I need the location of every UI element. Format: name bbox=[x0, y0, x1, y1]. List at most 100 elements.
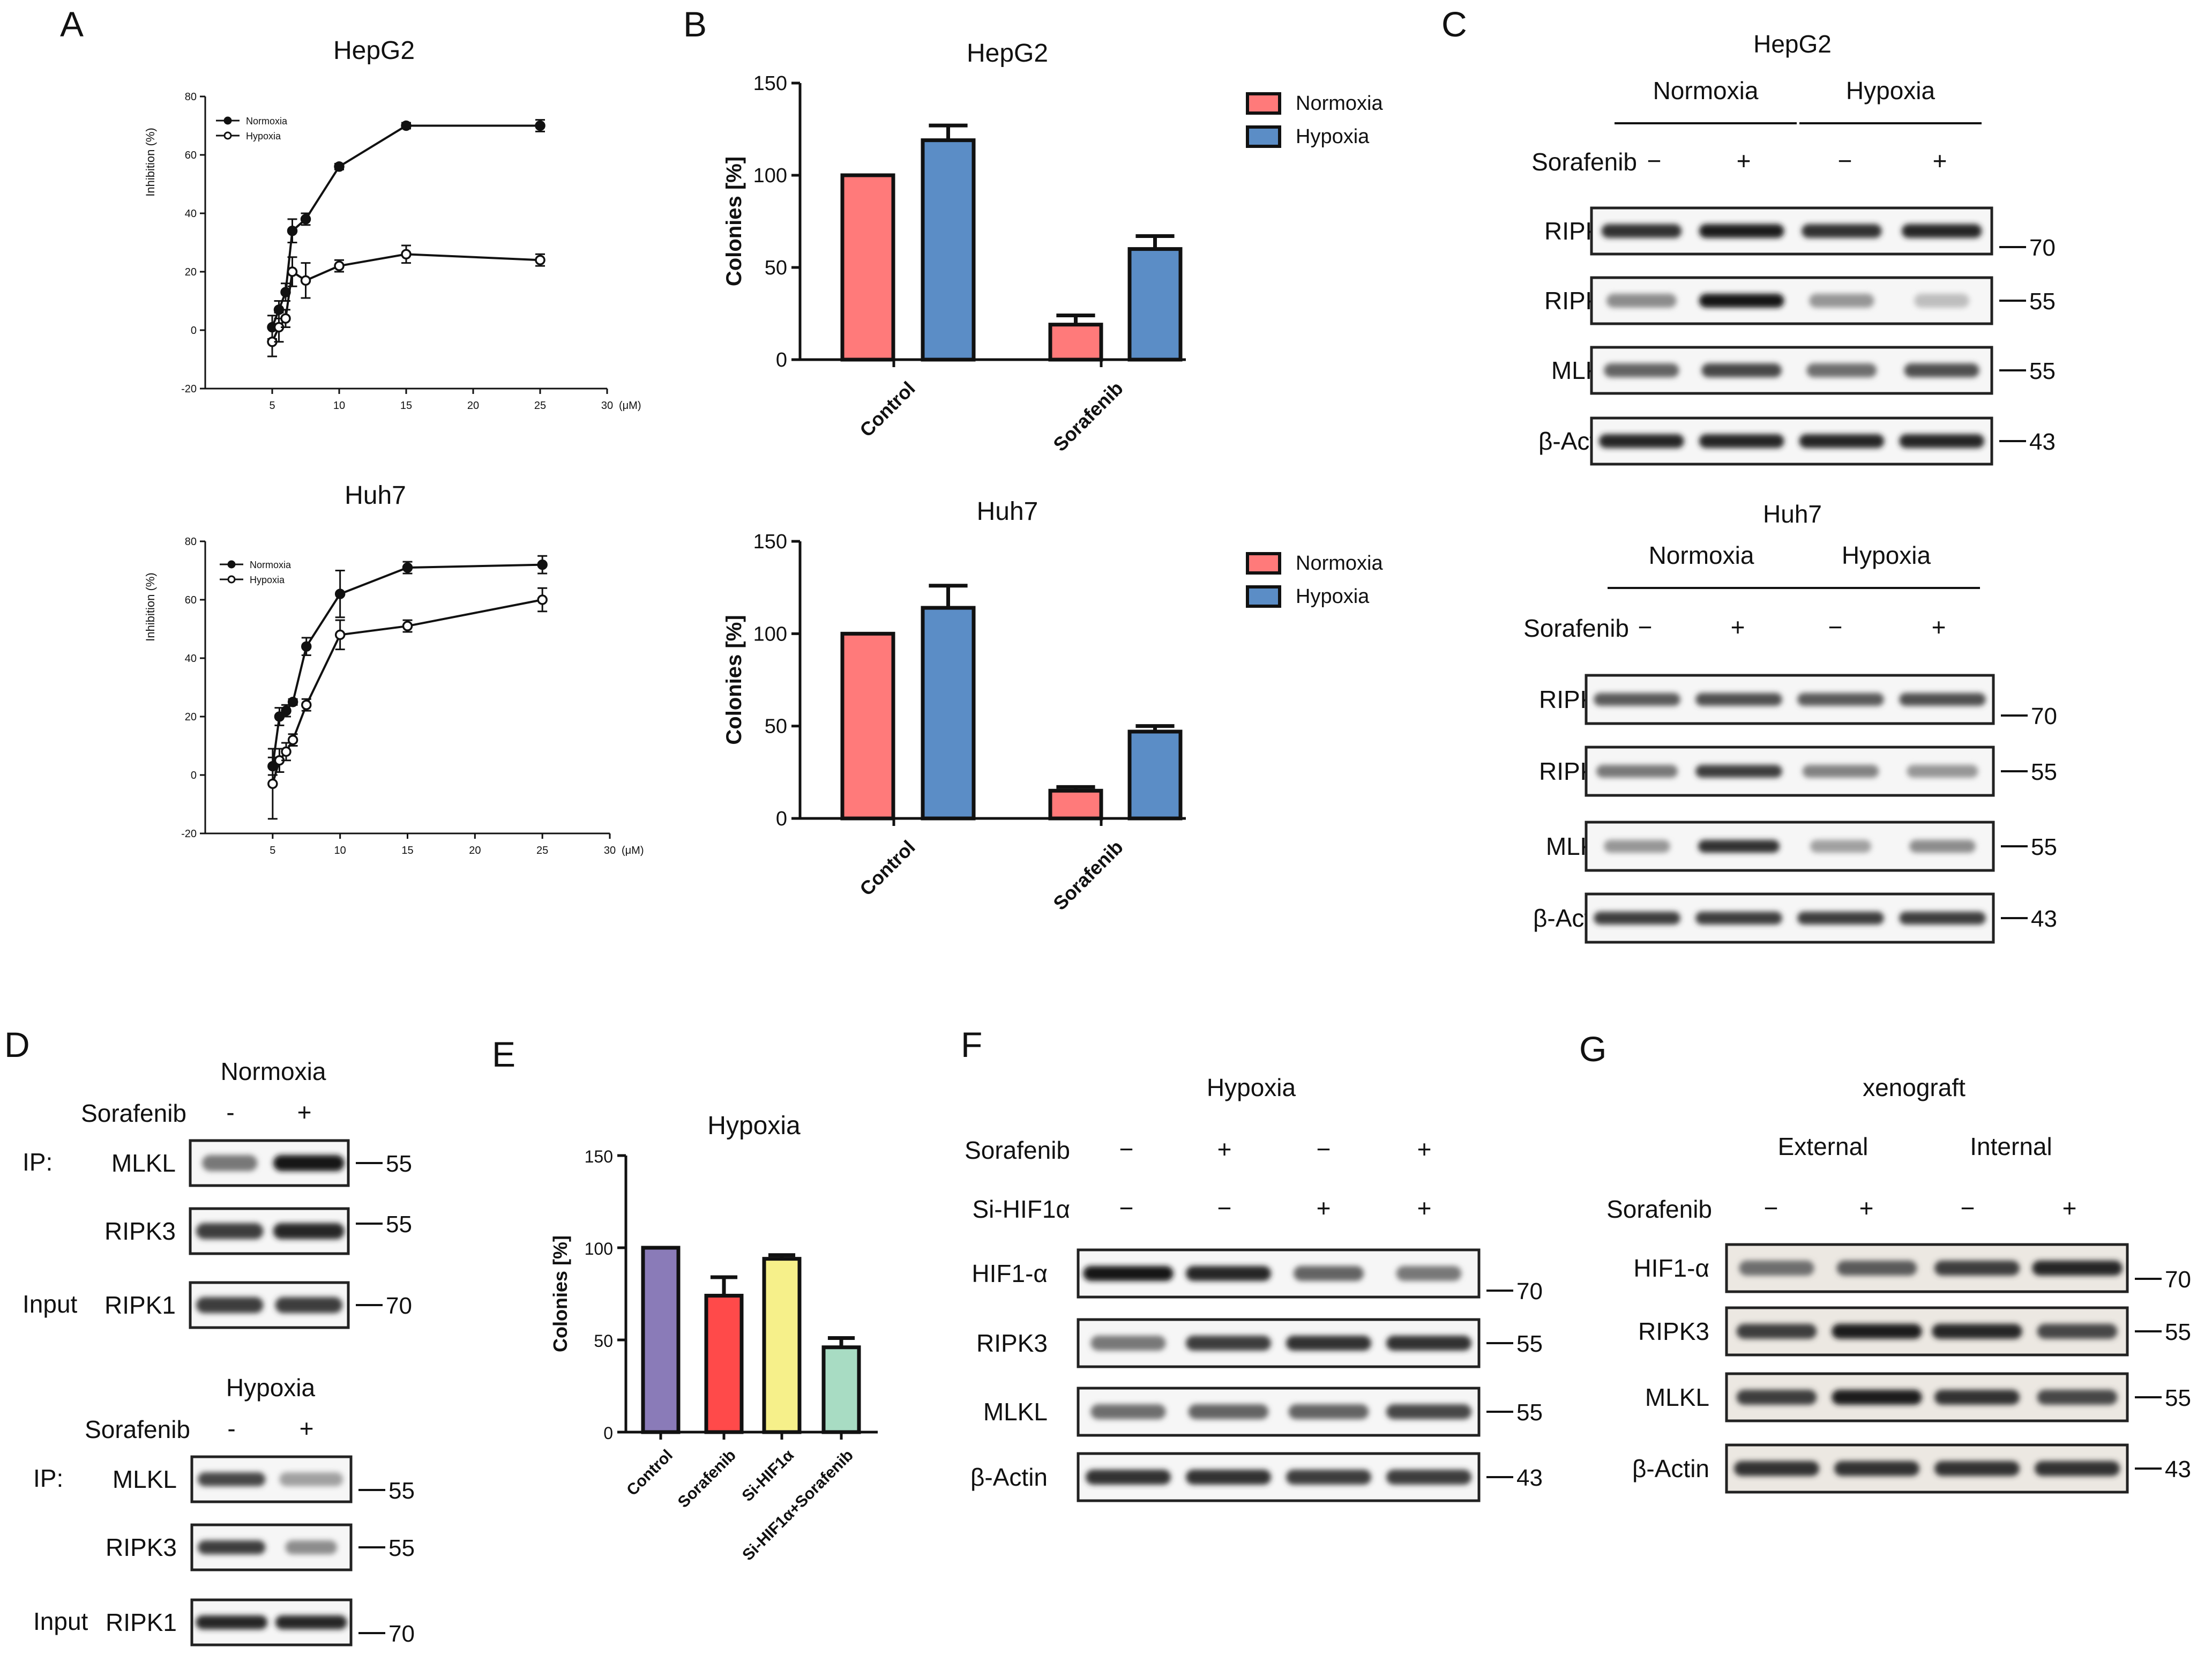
protein-label: MLKL bbox=[983, 1398, 1048, 1426]
legend-swatch-hypoxia bbox=[1246, 125, 1281, 148]
y-axis-label: Inhibition (%) bbox=[144, 128, 157, 196]
panel-label-e: E bbox=[492, 1034, 515, 1074]
band bbox=[1286, 1470, 1371, 1485]
treatment-sign: + bbox=[1417, 1135, 1432, 1163]
treatment-label: Sorafenib bbox=[1523, 614, 1629, 642]
panel-label-d: D bbox=[4, 1025, 30, 1064]
panel-label-a: A bbox=[60, 4, 84, 44]
treatment-label: Sorafenib bbox=[81, 1099, 186, 1127]
y-tick-label: 80 bbox=[185, 91, 197, 103]
band bbox=[1090, 1336, 1166, 1351]
y-tick-label: 60 bbox=[185, 594, 197, 606]
x-category-label: Sorafenib bbox=[1049, 377, 1127, 456]
y-tick-label: 0 bbox=[776, 349, 787, 371]
y-axis-label: Inhibition (%) bbox=[144, 572, 157, 641]
x-tick-label: 25 bbox=[534, 400, 546, 412]
bar-normoxia bbox=[1048, 323, 1103, 362]
x-category-label: Si-HIF1α bbox=[738, 1446, 797, 1505]
y-tick-label: 150 bbox=[753, 72, 787, 95]
y-tick-label: 0 bbox=[603, 1424, 613, 1443]
bar-hypoxia bbox=[1127, 729, 1183, 821]
ip-label: IP: bbox=[33, 1464, 63, 1492]
x-unit-label: (μM) bbox=[622, 845, 644, 856]
bar-normoxia bbox=[840, 173, 895, 362]
y-axis-label: Colonies [%] bbox=[722, 157, 746, 286]
protein-label: RIPK3 bbox=[976, 1329, 1048, 1357]
treatment-sign: − bbox=[1119, 1194, 1134, 1222]
x-category-label: Sorafenib bbox=[1049, 836, 1127, 914]
band bbox=[1907, 765, 1978, 778]
data-point-hypoxia bbox=[287, 266, 298, 277]
mw-marker-label: 55 bbox=[386, 1211, 412, 1238]
treatment-sign: + bbox=[1317, 1194, 1331, 1222]
x-tick-label: 10 bbox=[334, 845, 346, 856]
y-tick-label: 60 bbox=[185, 150, 197, 161]
data-point-normoxia bbox=[334, 588, 346, 599]
band bbox=[2032, 1261, 2123, 1276]
treatment-sign: − bbox=[1647, 147, 1662, 175]
band bbox=[1904, 363, 1979, 377]
band bbox=[1594, 693, 1680, 706]
band bbox=[1186, 1470, 1271, 1485]
mw-marker-label: 55 bbox=[1516, 1331, 1543, 1357]
panel-label-g: G bbox=[1579, 1029, 1606, 1069]
series-line-hypoxia bbox=[271, 253, 541, 342]
band bbox=[2037, 1390, 2118, 1405]
data-point-hypoxia bbox=[535, 255, 545, 265]
x-tick-label: 5 bbox=[269, 400, 275, 412]
band bbox=[1909, 840, 1976, 853]
chart-title: Huh7 bbox=[977, 497, 1038, 526]
band bbox=[1695, 693, 1782, 706]
band bbox=[1695, 912, 1782, 925]
mw-marker-label: 43 bbox=[2165, 1456, 2191, 1482]
band bbox=[1799, 434, 1885, 448]
data-point-normoxia bbox=[535, 120, 545, 131]
protein-label: MLKL bbox=[111, 1149, 176, 1177]
mw-marker-label: 55 bbox=[2029, 288, 2056, 315]
y-tick-label: 40 bbox=[185, 653, 197, 665]
y-tick-label: 150 bbox=[585, 1147, 613, 1166]
treatment-sign: − bbox=[1838, 147, 1852, 175]
treatment-label: Sorafenib bbox=[1531, 148, 1637, 176]
bar-hypoxia bbox=[921, 606, 976, 821]
y-tick-label: 50 bbox=[765, 716, 787, 738]
legend-label: Normoxia bbox=[1296, 92, 1383, 115]
series-line-normoxia bbox=[271, 124, 540, 328]
band bbox=[1736, 1324, 1817, 1339]
band bbox=[1836, 1261, 1917, 1276]
x-tick-label: 10 bbox=[333, 400, 345, 412]
treatment-label: Sorafenib bbox=[1606, 1195, 1712, 1223]
bar-normoxia bbox=[1048, 788, 1103, 821]
band bbox=[275, 1297, 342, 1313]
panel-label-c: C bbox=[1441, 4, 1467, 44]
x-category-label: Si-HIF1α+Sorafenib bbox=[739, 1447, 857, 1564]
mw-marker-label: 70 bbox=[2031, 703, 2057, 729]
band bbox=[1734, 1461, 1819, 1476]
x-tick-label: 5 bbox=[270, 845, 275, 856]
bar-group-3 bbox=[762, 1257, 802, 1434]
data-point-normoxia bbox=[401, 120, 412, 131]
mw-marker-label: 55 bbox=[2029, 358, 2056, 384]
x-tick-label: 20 bbox=[469, 845, 481, 856]
band bbox=[275, 1615, 347, 1629]
y-tick-label: 100 bbox=[753, 165, 787, 187]
panel-label-b: B bbox=[683, 4, 707, 44]
treatment-label: Si-HIF1α bbox=[973, 1195, 1071, 1223]
y-tick-label: -20 bbox=[181, 383, 197, 395]
protein-label: RIPK1 bbox=[106, 1608, 177, 1636]
mw-marker-label: 55 bbox=[2031, 759, 2057, 785]
band bbox=[1288, 1404, 1369, 1419]
data-point-normoxia bbox=[287, 697, 298, 707]
x-category-label: Control bbox=[855, 377, 919, 441]
bar-group-2 bbox=[704, 1293, 744, 1434]
y-tick-label: 80 bbox=[185, 536, 197, 548]
ip-label: IP: bbox=[23, 1148, 53, 1176]
band bbox=[1739, 1261, 1814, 1276]
band bbox=[196, 1615, 268, 1629]
data-point-hypoxia bbox=[280, 313, 291, 324]
treatment-sign: − bbox=[1317, 1135, 1331, 1163]
treatment-sign: + bbox=[2062, 1194, 2077, 1222]
chart-title: Hypoxia bbox=[707, 1112, 801, 1140]
legend-swatch-normoxia bbox=[1246, 552, 1281, 575]
data-point-hypoxia bbox=[301, 699, 312, 710]
